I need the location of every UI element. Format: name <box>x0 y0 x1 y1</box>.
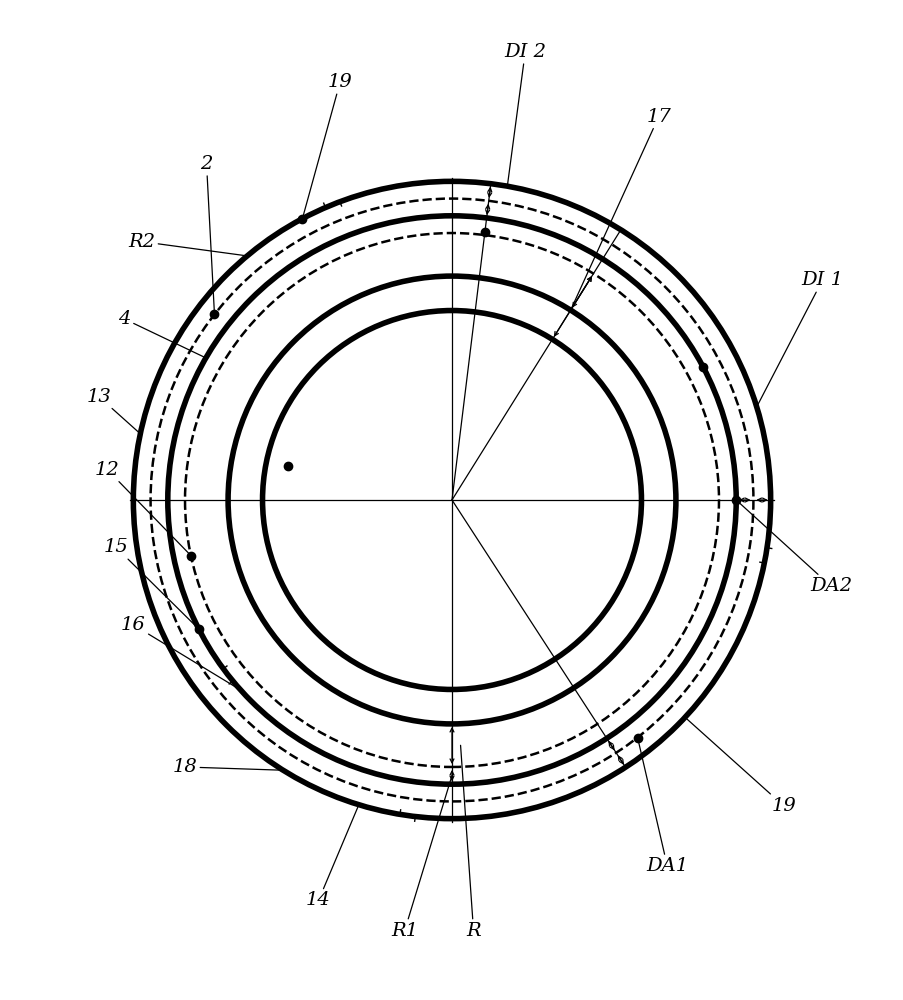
Text: R2: R2 <box>128 233 247 256</box>
Text: 13: 13 <box>87 388 140 434</box>
Text: 4: 4 <box>118 310 206 358</box>
Text: DA1: DA1 <box>637 738 687 875</box>
Text: 12: 12 <box>95 461 191 556</box>
Text: 14: 14 <box>306 805 358 909</box>
Text: DA2: DA2 <box>735 500 851 595</box>
Text: DI 2: DI 2 <box>504 43 545 186</box>
Text: 19: 19 <box>303 73 352 219</box>
Text: 15: 15 <box>104 538 199 629</box>
Text: 19: 19 <box>684 717 795 815</box>
Text: R: R <box>460 745 480 940</box>
Text: 2: 2 <box>200 155 214 314</box>
Text: 17: 17 <box>570 108 670 310</box>
Text: 16: 16 <box>121 616 240 690</box>
Text: DI 1: DI 1 <box>756 271 842 407</box>
Text: R1: R1 <box>391 776 452 940</box>
Text: 18: 18 <box>172 758 283 776</box>
